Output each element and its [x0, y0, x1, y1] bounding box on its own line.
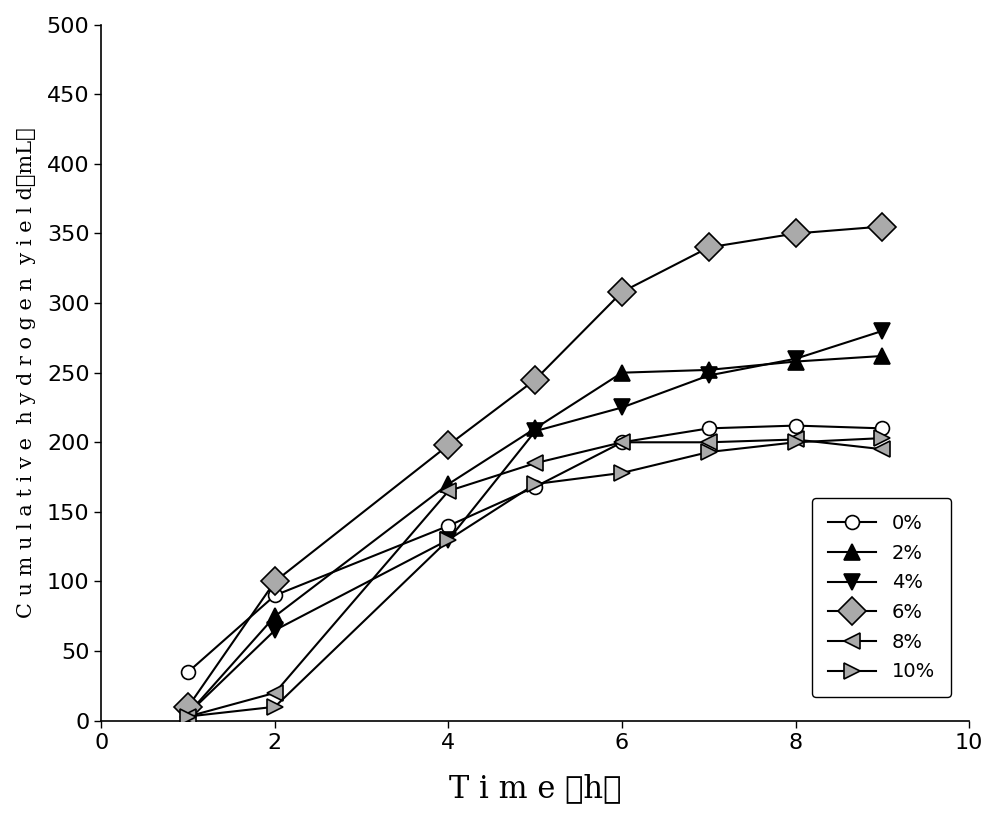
Line: 0%: 0%: [181, 419, 889, 679]
6%: [616, 287, 628, 297]
8%: [529, 458, 541, 468]
0%: [442, 521, 454, 530]
6%: [529, 374, 541, 384]
4%: [529, 426, 541, 436]
2%: [876, 351, 888, 361]
10%: [876, 433, 888, 443]
Line: 6%: 6%: [178, 217, 892, 717]
Legend: 0%, 2%, 4%, 6%, 8%, 10%: 0%, 2%, 4%, 6%, 8%, 10%: [812, 498, 951, 697]
10%: [790, 438, 802, 447]
6%: [269, 576, 281, 586]
10%: [442, 534, 454, 544]
0%: [703, 424, 715, 433]
8%: [269, 688, 281, 698]
6%: [442, 440, 454, 450]
8%: [876, 444, 888, 454]
Line: 10%: 10%: [180, 429, 891, 725]
8%: [442, 486, 454, 496]
2%: [442, 479, 454, 489]
X-axis label: T i m e （h）: T i m e （h）: [449, 773, 621, 805]
2%: [182, 709, 194, 718]
6%: [876, 222, 888, 232]
6%: [182, 702, 194, 712]
4%: [876, 326, 888, 336]
8%: [790, 434, 802, 444]
Line: 8%: 8%: [180, 431, 891, 725]
4%: [703, 370, 715, 380]
10%: [703, 447, 715, 457]
4%: [616, 402, 628, 412]
0%: [790, 420, 802, 430]
8%: [703, 438, 715, 447]
2%: [703, 365, 715, 375]
Line: 4%: 4%: [180, 323, 891, 722]
4%: [790, 354, 802, 364]
4%: [442, 534, 454, 544]
8%: [616, 438, 628, 447]
10%: [269, 702, 281, 712]
4%: [269, 626, 281, 635]
0%: [876, 424, 888, 433]
10%: [182, 712, 194, 722]
8%: [182, 712, 194, 722]
0%: [182, 667, 194, 677]
6%: [790, 228, 802, 238]
4%: [182, 709, 194, 718]
Line: 2%: 2%: [180, 347, 891, 722]
2%: [790, 356, 802, 366]
2%: [616, 368, 628, 378]
0%: [269, 590, 281, 600]
6%: [703, 242, 715, 252]
10%: [616, 468, 628, 478]
2%: [269, 612, 281, 621]
0%: [529, 482, 541, 492]
0%: [616, 438, 628, 447]
10%: [529, 479, 541, 489]
Y-axis label: C u m u l a t i v e  h y d r o g e n  y i e l d（mL）: C u m u l a t i v e h y d r o g e n y i …: [17, 127, 36, 618]
2%: [529, 424, 541, 433]
